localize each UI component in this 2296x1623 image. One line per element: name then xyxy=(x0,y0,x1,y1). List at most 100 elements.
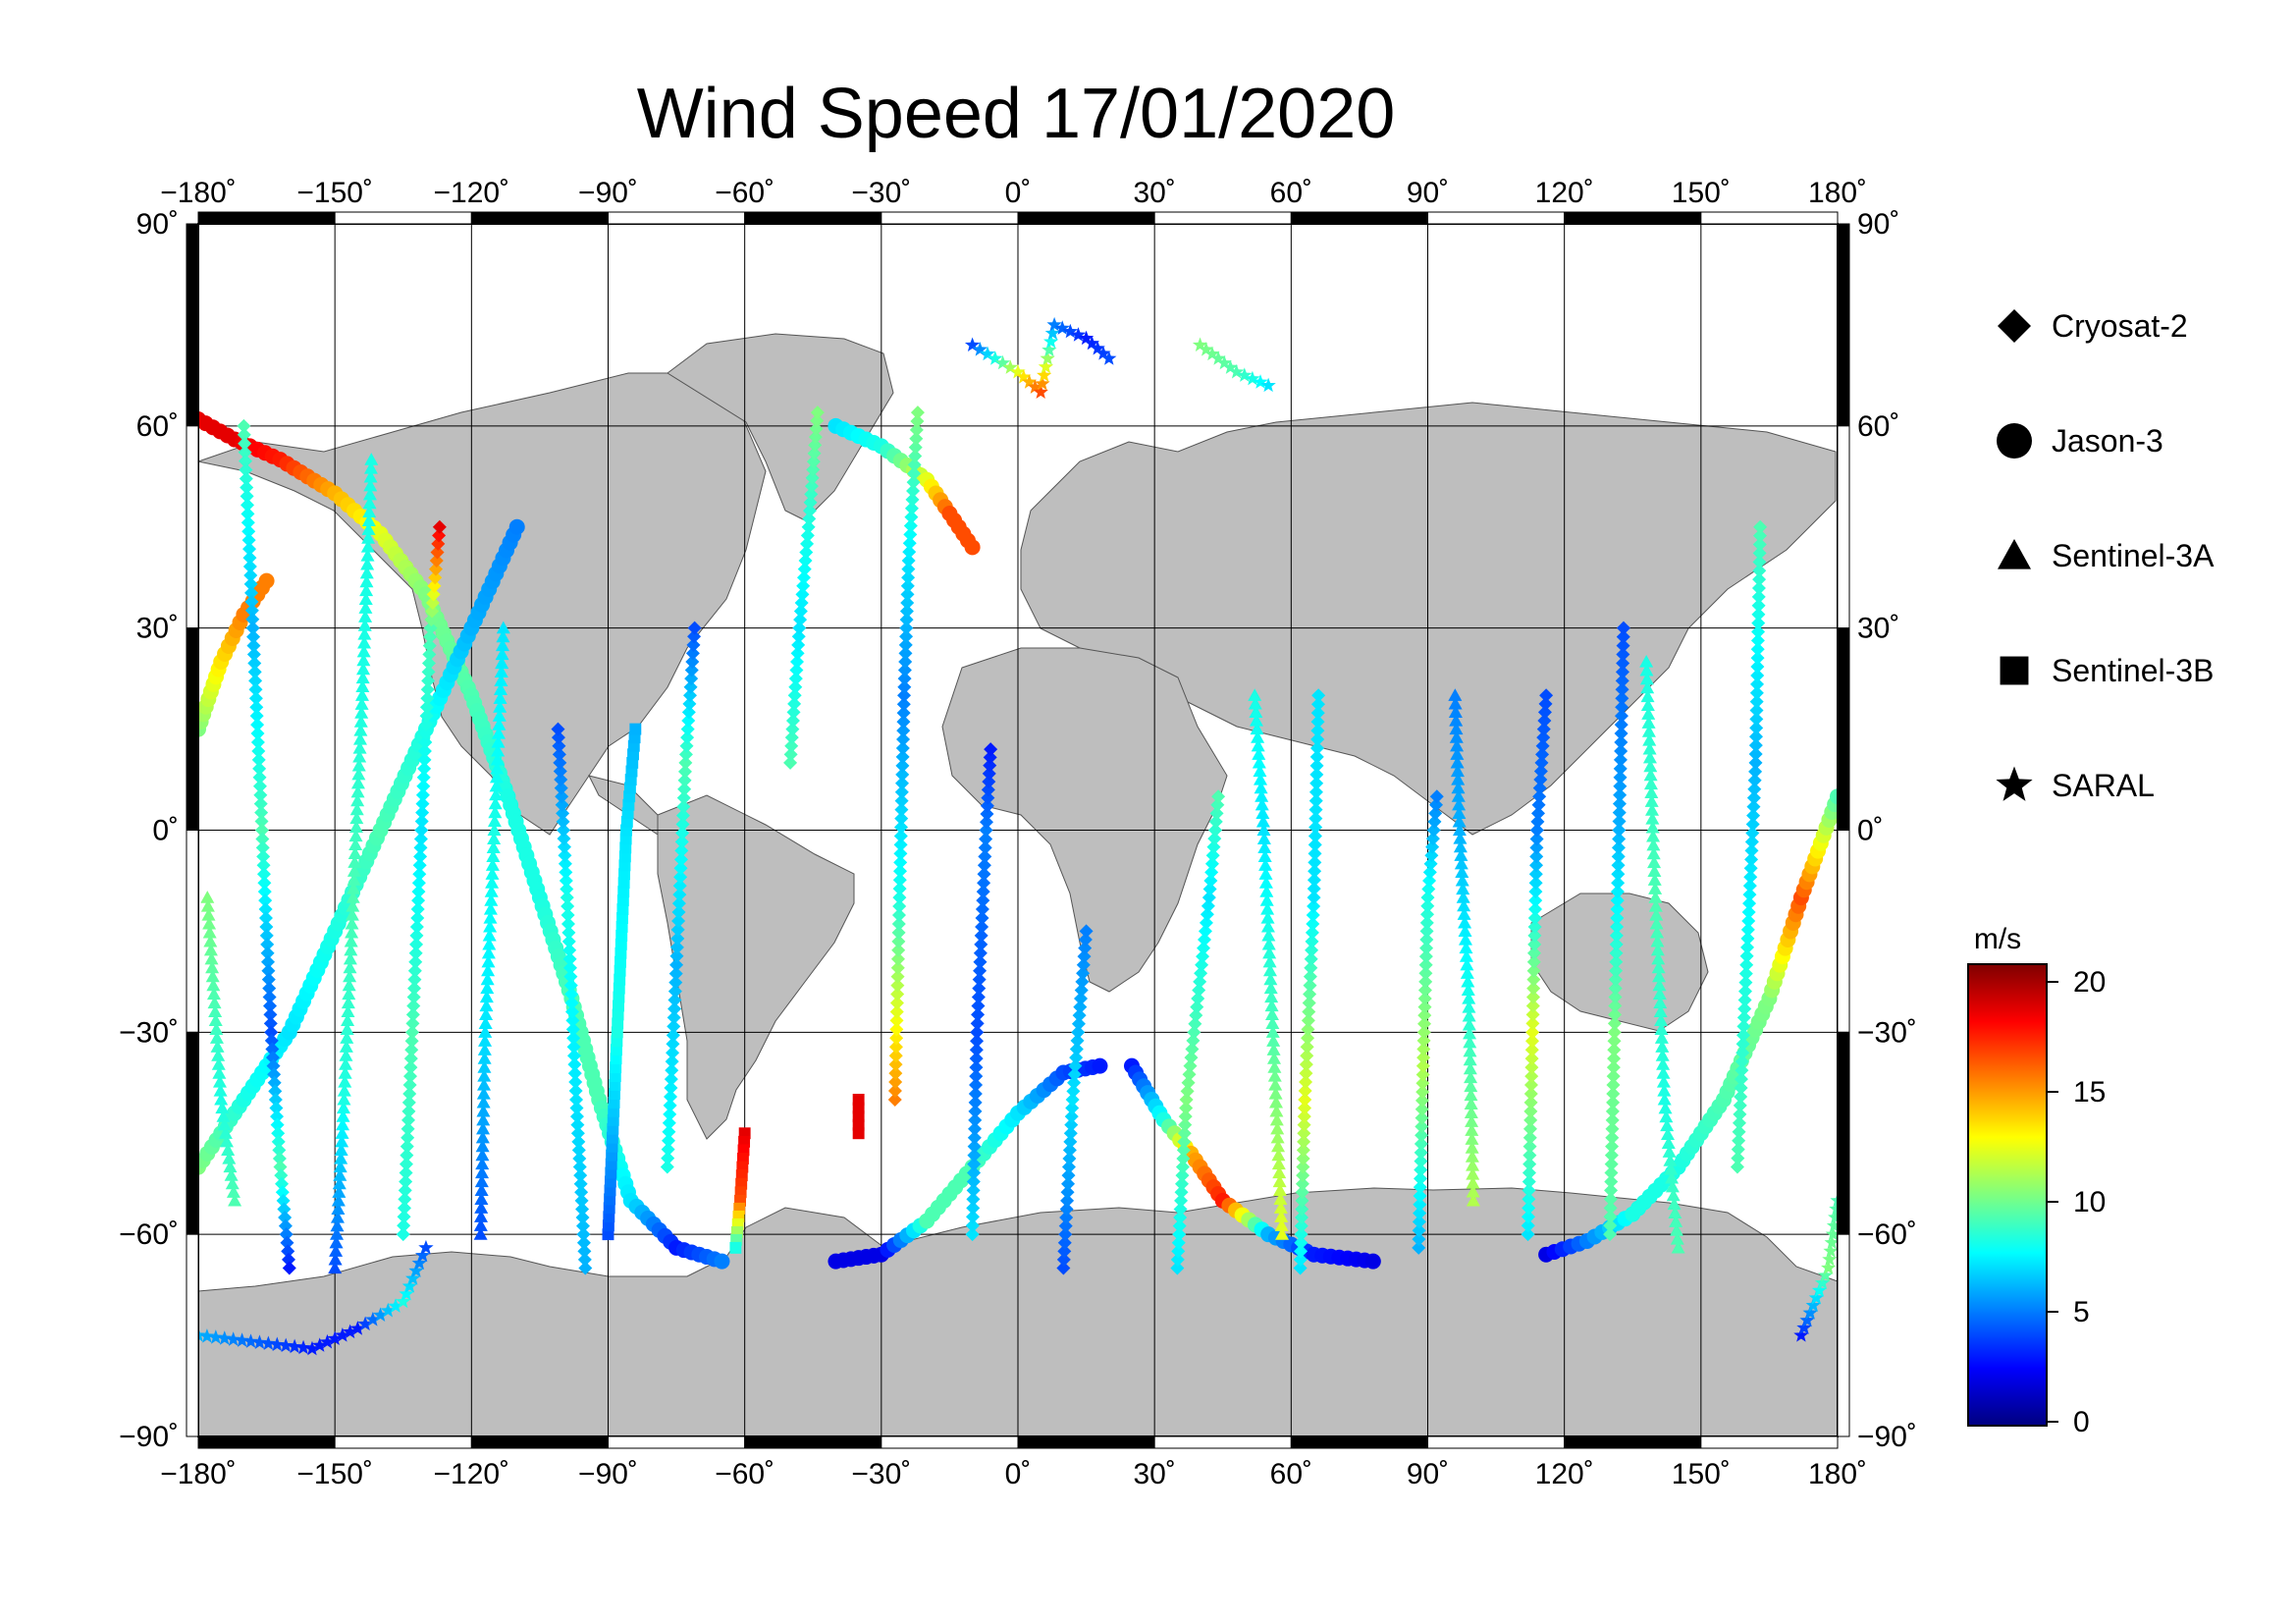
track-marker xyxy=(670,931,685,946)
track-marker xyxy=(621,807,634,820)
track-marker xyxy=(1262,946,1277,959)
track-marker xyxy=(1457,898,1471,912)
track-marker xyxy=(1747,782,1762,796)
track-marker xyxy=(336,1117,350,1131)
track-marker xyxy=(1311,688,1326,703)
track-marker xyxy=(1070,1033,1085,1048)
track-marker xyxy=(1603,1210,1618,1224)
track-marker xyxy=(1463,1061,1477,1075)
track-marker xyxy=(1033,384,1048,400)
track-marker xyxy=(1452,814,1467,828)
track-marker xyxy=(1173,1202,1188,1217)
track-marker xyxy=(557,823,571,838)
track-marker xyxy=(983,758,997,773)
track-marker xyxy=(1608,999,1623,1013)
track-marker xyxy=(899,629,914,644)
track-marker xyxy=(251,752,266,767)
track-marker xyxy=(247,656,262,671)
track-marker xyxy=(1267,1060,1282,1073)
track-marker xyxy=(1640,698,1655,712)
track-marker xyxy=(1303,987,1317,1001)
track-marker xyxy=(565,1013,580,1028)
track-marker xyxy=(1731,1151,1745,1165)
track-marker xyxy=(1735,1063,1749,1078)
track-marker xyxy=(1824,1234,1840,1250)
track-marker xyxy=(1258,876,1273,889)
track-marker xyxy=(602,1219,614,1232)
track-marker xyxy=(800,536,815,551)
track-marker xyxy=(1533,764,1548,779)
track-marker xyxy=(888,1049,903,1063)
track-marker xyxy=(360,548,375,562)
track-marker xyxy=(485,858,500,871)
track-marker xyxy=(793,604,808,619)
track-marker xyxy=(555,789,569,804)
track-marker xyxy=(785,722,800,736)
track-marker xyxy=(894,784,909,799)
track-marker xyxy=(894,802,909,817)
track-marker xyxy=(222,1151,237,1164)
lon-tick-label-top: 0˚ xyxy=(1005,177,1032,209)
track-marker xyxy=(474,1192,489,1205)
track-marker xyxy=(618,850,631,863)
track-marker xyxy=(895,740,910,755)
track-marker xyxy=(482,928,497,942)
track-marker xyxy=(1417,983,1432,998)
track-marker xyxy=(1524,1052,1539,1066)
track-marker xyxy=(669,940,684,954)
frame-band-top xyxy=(1564,211,1702,225)
track-marker xyxy=(730,1225,743,1238)
track-marker xyxy=(576,1235,591,1250)
track-marker xyxy=(898,637,913,652)
track-marker xyxy=(209,1022,224,1035)
track-marker xyxy=(790,646,805,661)
track-marker xyxy=(329,1244,344,1257)
track-marker xyxy=(893,829,908,843)
track-marker xyxy=(245,612,260,626)
lon-tick-label-top: 30˚ xyxy=(1133,177,1175,209)
track-marker xyxy=(491,727,506,739)
track-marker xyxy=(969,1052,984,1066)
track-marker xyxy=(609,1079,621,1091)
track-marker xyxy=(1732,1124,1746,1139)
track-marker xyxy=(604,1193,616,1206)
track-marker xyxy=(488,796,503,810)
track-marker xyxy=(1604,1148,1619,1163)
track-marker xyxy=(1610,910,1625,925)
track-marker xyxy=(1260,377,1276,393)
track-marker xyxy=(1170,1261,1185,1275)
track-marker xyxy=(1205,848,1220,863)
track-marker xyxy=(265,1042,280,1056)
track-marker xyxy=(1605,1139,1620,1154)
track-marker xyxy=(1466,1167,1480,1180)
track-marker xyxy=(895,749,910,764)
track-marker xyxy=(488,805,503,819)
track-marker xyxy=(335,1126,349,1139)
track-marker xyxy=(330,1227,345,1240)
track-marker xyxy=(493,691,507,704)
track-marker xyxy=(971,990,986,1004)
track-marker xyxy=(1744,843,1759,858)
track-marker xyxy=(783,747,798,762)
track-marker xyxy=(1532,781,1547,795)
track-marker xyxy=(983,750,997,765)
track-marker xyxy=(1450,747,1465,760)
track-marker xyxy=(1260,910,1275,924)
track-marker xyxy=(979,823,993,838)
track-marker xyxy=(1464,1079,1478,1093)
track-marker xyxy=(1465,1123,1479,1136)
track-marker xyxy=(603,1211,615,1223)
track-marker xyxy=(269,1101,284,1115)
track-marker xyxy=(1643,768,1658,782)
track-marker xyxy=(1299,1057,1313,1072)
track-marker xyxy=(1417,992,1432,1006)
track-marker xyxy=(791,637,806,652)
track-marker xyxy=(1188,1016,1202,1031)
track-marker xyxy=(1743,870,1758,885)
track-marker xyxy=(681,714,696,729)
track-marker xyxy=(473,1218,488,1231)
track-marker xyxy=(897,663,912,677)
track-marker xyxy=(414,823,429,838)
colorbar-tick-label: 10 xyxy=(2073,1186,2106,1218)
